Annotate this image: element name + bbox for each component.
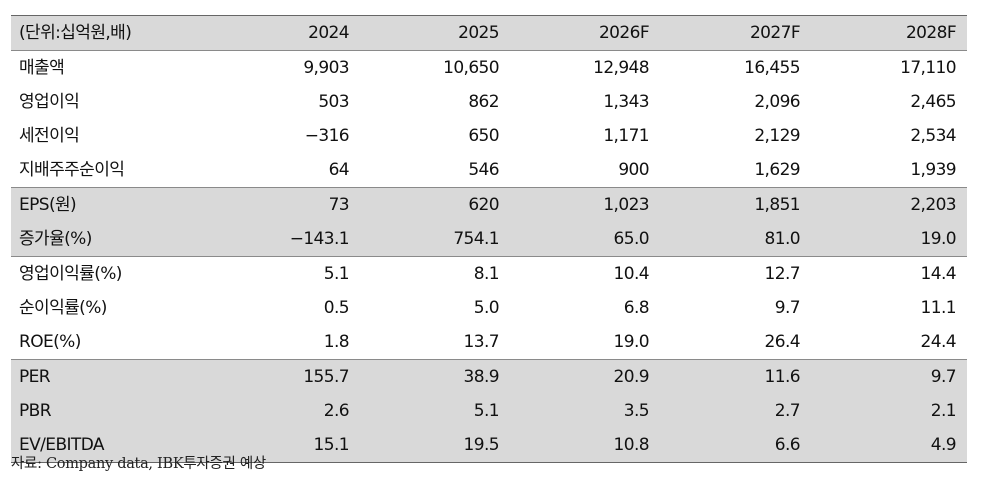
header-year-2028f: 2028F (905, 23, 957, 43)
cell-value: 11.6 (764, 367, 801, 387)
cell-value: 5.1 (473, 401, 500, 421)
cell-value: 16,455 (744, 58, 800, 78)
cell-value: 2.6 (323, 401, 350, 421)
financial-summary-table: (단위:십억원,배) 2024 2025 2026F 2027F 2028F 매… (11, 15, 967, 463)
cell-value: 1,023 (603, 195, 649, 215)
cell-value: 620 (468, 195, 499, 215)
table-row-eps-growth: 증가율(%) −143.1 754.1 65.0 81.0 19.0 (11, 222, 967, 257)
cell-value: 10,650 (443, 58, 499, 78)
cell-value: 862 (468, 92, 499, 112)
cell-value: 650 (468, 126, 499, 146)
table-row-ev-ebitda: EV/EBITDA 15.1 19.5 10.8 6.6 4.9 (11, 428, 967, 463)
header-year-2024: 2024 (308, 23, 349, 43)
cell-value: 503 (318, 92, 349, 112)
table-row-per: PER 155.7 38.9 20.9 11.6 9.7 (11, 359, 967, 394)
cell-value: 155.7 (303, 367, 349, 387)
header-year-2026f: 2026F (598, 23, 650, 43)
cell-value: 4.9 (930, 435, 957, 455)
cell-value: 12,948 (593, 58, 649, 78)
cell-value: 754.1 (453, 229, 499, 249)
row-label: 순이익률(%) (19, 298, 107, 318)
row-label: PER (19, 367, 51, 387)
cell-value: 13.7 (463, 332, 500, 352)
row-label: ROE(%) (19, 332, 81, 352)
cell-value: 1,851 (754, 195, 800, 215)
cell-value: 900 (618, 160, 649, 180)
cell-value: 19.0 (613, 332, 650, 352)
cell-value: 6.8 (623, 298, 650, 318)
cell-value: 15.1 (313, 435, 350, 455)
cell-value: 65.0 (613, 229, 650, 249)
table-row-revenue: 매출액 9,903 10,650 12,948 16,455 17,110 (11, 50, 967, 86)
table-row-operating-profit: 영업이익 503 862 1,343 2,096 2,465 (11, 85, 967, 119)
table-row-eps: EPS(원) 73 620 1,023 1,851 2,203 (11, 187, 967, 222)
header-unit-label: (단위:십억원,배) (19, 23, 132, 43)
cell-value: 2,129 (754, 126, 800, 146)
cell-value: 10.4 (613, 264, 650, 284)
cell-value: 2.1 (930, 401, 957, 421)
cell-value: 10.8 (613, 435, 650, 455)
cell-value: 26.4 (764, 332, 801, 352)
cell-value: 5.0 (473, 298, 500, 318)
row-label: EV/EBITDA (19, 435, 105, 455)
table-row-roe: ROE(%) 1.8 13.7 19.0 26.4 24.4 (11, 325, 967, 360)
cell-value: 3.5 (623, 401, 650, 421)
source-note: 자료: Company data, IBK투자증권 예상 (11, 456, 266, 472)
cell-value: 20.9 (613, 367, 650, 387)
row-label: 세전이익 (19, 126, 80, 146)
cell-value: 17,110 (900, 58, 956, 78)
cell-value: −143.1 (289, 229, 350, 249)
cell-value: 24.4 (920, 332, 957, 352)
table-header-row: (단위:십억원,배) 2024 2025 2026F 2027F 2028F (11, 15, 967, 51)
row-label: PBR (19, 401, 52, 421)
cell-value: −316 (304, 126, 350, 146)
cell-value: 2,465 (910, 92, 956, 112)
cell-value: 73 (328, 195, 350, 215)
cell-value: 9,903 (303, 58, 349, 78)
row-label: 영업이익 (19, 92, 80, 112)
row-label: 영업이익률(%) (19, 264, 122, 284)
cell-value: 64 (328, 160, 350, 180)
cell-value: 14.4 (920, 264, 957, 284)
cell-value: 1,629 (754, 160, 800, 180)
row-label: 증가율(%) (19, 229, 92, 249)
table-row-net-profit-controlling: 지배주주순이익 64 546 900 1,629 1,939 (11, 153, 967, 188)
header-year-2027f: 2027F (749, 23, 801, 43)
cell-value: 1,939 (910, 160, 956, 180)
cell-value: 2,203 (910, 195, 956, 215)
cell-value: 19.5 (463, 435, 500, 455)
cell-value: 1,171 (603, 126, 649, 146)
table-row-pretax-profit: 세전이익 −316 650 1,171 2,129 2,534 (11, 119, 967, 153)
header-year-2025: 2025 (458, 23, 499, 43)
cell-value: 9.7 (774, 298, 801, 318)
row-label: EPS(원) (19, 195, 77, 215)
cell-value: 2,534 (910, 126, 956, 146)
cell-value: 5.1 (323, 264, 350, 284)
cell-value: 9.7 (930, 367, 957, 387)
cell-value: 38.9 (463, 367, 500, 387)
cell-value: 0.5 (323, 298, 350, 318)
cell-value: 1,343 (603, 92, 649, 112)
table-row-net-margin: 순이익률(%) 0.5 5.0 6.8 9.7 11.1 (11, 291, 967, 325)
cell-value: 2.7 (774, 401, 801, 421)
cell-value: 6.6 (774, 435, 801, 455)
cell-value: 2,096 (754, 92, 800, 112)
row-label: 지배주주순이익 (19, 160, 125, 180)
cell-value: 11.1 (920, 298, 957, 318)
cell-value: 546 (468, 160, 499, 180)
cell-value: 81.0 (764, 229, 801, 249)
cell-value: 8.1 (473, 264, 500, 284)
table-row-pbr: PBR 2.6 5.1 3.5 2.7 2.1 (11, 394, 967, 428)
cell-value: 12.7 (764, 264, 801, 284)
cell-value: 1.8 (323, 332, 350, 352)
table-row-operating-margin: 영업이익률(%) 5.1 8.1 10.4 12.7 14.4 (11, 256, 967, 292)
cell-value: 19.0 (920, 229, 957, 249)
row-label: 매출액 (19, 58, 65, 78)
